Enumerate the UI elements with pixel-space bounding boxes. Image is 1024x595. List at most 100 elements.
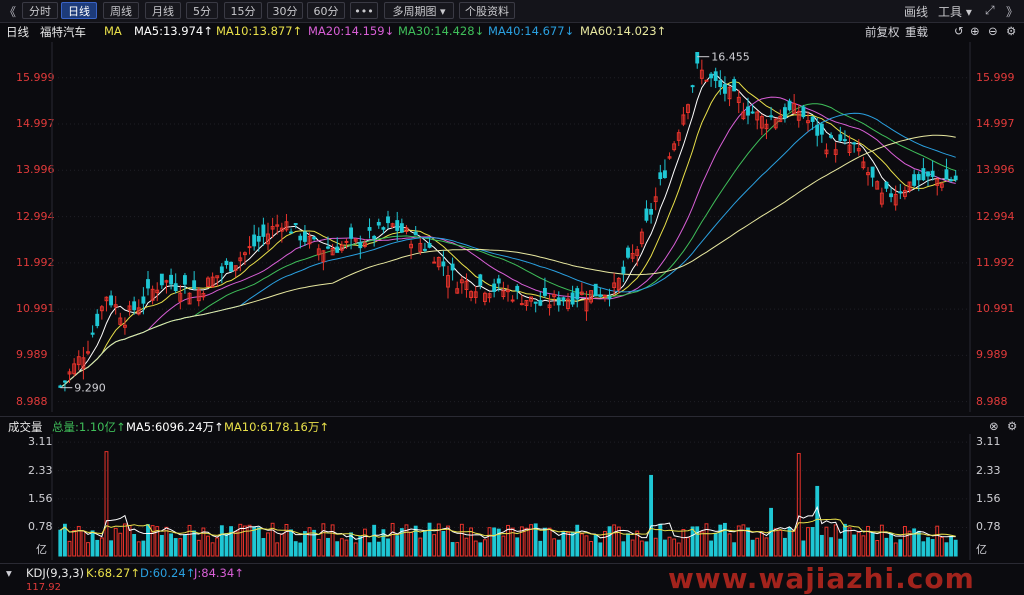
volume-bar	[330, 524, 335, 557]
volume-axis-right-tick: 3.11	[976, 435, 1001, 449]
chevron-left-icon[interactable]: 《	[4, 5, 17, 19]
candle-body	[953, 175, 958, 181]
kdj-title[interactable]: KDJ(9,3,3)	[26, 566, 85, 580]
tab-10[interactable]: 个股资料	[459, 2, 515, 19]
draw-line-button[interactable]: 画线	[904, 5, 929, 19]
price-axis-right-tick: 11.992	[976, 255, 1015, 269]
volume-bar	[206, 535, 210, 557]
candle-body	[492, 283, 497, 292]
volume-bar	[519, 526, 524, 557]
candle-body	[593, 283, 598, 297]
tab-4[interactable]: 5分	[186, 2, 218, 19]
candle-body	[335, 246, 340, 253]
candle-body	[833, 149, 838, 155]
candle-body	[81, 357, 86, 369]
tab-1[interactable]: 日线	[61, 2, 97, 19]
settings-icon[interactable]: ⚙	[1006, 24, 1017, 38]
candle-body	[326, 246, 330, 249]
candle-body	[376, 221, 381, 226]
ma-label[interactable]: MA	[104, 24, 122, 38]
tab-9[interactable]: 多周期图 ▾	[384, 2, 454, 19]
volume-bar	[616, 526, 621, 557]
volume-bar	[510, 527, 515, 557]
tab-5[interactable]: 15分	[224, 2, 262, 19]
candle-body	[90, 332, 95, 335]
volume-bar	[607, 526, 612, 557]
candle-body	[736, 96, 741, 103]
tab-0[interactable]: 分时	[22, 2, 58, 19]
candle-body	[612, 282, 617, 288]
candle-body	[607, 296, 612, 299]
candle-body	[866, 172, 870, 176]
candle-body	[242, 252, 247, 256]
candle-body	[422, 248, 427, 251]
volume-bar	[413, 525, 418, 557]
volume-bar	[796, 452, 801, 557]
settings-volume-icon[interactable]: ⚙	[1007, 419, 1018, 433]
candle-body	[321, 250, 326, 263]
candle-body	[450, 263, 455, 271]
volume-axis-right-tick: 0.78	[976, 520, 1001, 534]
volume-bar	[916, 530, 921, 557]
volume-ma5: MA5:6096.24万↑	[126, 420, 224, 434]
tab-2[interactable]: 周线	[103, 2, 139, 19]
expand-arrows-icon[interactable]: ⤢	[985, 3, 995, 17]
volume-bar	[552, 538, 557, 557]
zoom-out-icon[interactable]: ⊖	[988, 24, 998, 38]
close-volume-icon[interactable]: ⊗	[989, 419, 999, 433]
volume-bar	[72, 530, 77, 557]
volume-bar	[173, 538, 178, 557]
volume-bar	[566, 531, 570, 557]
volume-bar	[242, 525, 247, 557]
volume-bar	[127, 524, 132, 557]
candle-body	[455, 288, 460, 294]
candle-body	[658, 172, 663, 180]
volume-bar	[829, 537, 834, 557]
double-chevron-right-icon[interactable]: 》	[1006, 5, 1019, 19]
chevron-down-icon[interactable]: ▾	[6, 566, 12, 580]
top-toolbar: 《 分时 日线 周线 月线 5分 15分 30分 60分 ••• 多周期图 ▾ 个股资料 画线 工具…	[0, 0, 1024, 23]
volume-bar	[538, 540, 543, 557]
volume-bar	[533, 523, 538, 557]
tab-3[interactable]: 月线	[145, 2, 181, 19]
candle-body	[196, 289, 201, 302]
candle-body	[173, 283, 178, 291]
candle-body	[570, 292, 575, 305]
kdj-k: K:68.27↑	[86, 566, 140, 580]
candle-body	[224, 260, 229, 266]
candle-body	[132, 301, 137, 311]
price-axis-right-tick: 12.994	[976, 209, 1015, 223]
volume-bar	[450, 542, 455, 557]
price-axis-right-tick: 15.999	[976, 70, 1015, 84]
volume-bar	[782, 537, 787, 557]
volume-bar	[219, 525, 224, 557]
overlay-button[interactable]: 重载	[905, 25, 928, 39]
zoom-in-icon[interactable]: ⊕	[970, 24, 980, 38]
volume-bar	[556, 539, 561, 557]
volume-bar	[722, 522, 727, 557]
pre-adjust-toggle[interactable]: 前复权	[865, 25, 900, 39]
tab-6[interactable]: 30分	[267, 2, 303, 19]
volume-bar	[810, 527, 815, 557]
candle-body	[127, 305, 132, 311]
volume-bar	[713, 532, 718, 557]
volume-bar	[833, 524, 838, 557]
candle-body	[695, 51, 700, 64]
volume-bar	[570, 531, 575, 557]
undo-icon[interactable]: ↺	[954, 24, 964, 38]
tab-8[interactable]: •••	[350, 2, 378, 19]
candle-body	[72, 363, 77, 375]
price-axis-left-tick: 8.988	[16, 394, 48, 408]
tools-menu-button[interactable]: 工具 ▾	[938, 5, 972, 19]
price-axis-right-tick: 9.989	[976, 348, 1008, 362]
candle-body	[238, 257, 243, 262]
volume-bar	[113, 527, 118, 557]
volume-bar	[653, 537, 658, 557]
tab-7[interactable]: 60分	[307, 2, 345, 19]
volume-bar	[759, 532, 764, 557]
volume-bar	[755, 537, 760, 557]
volume-bar	[866, 525, 870, 557]
price-legend-bar: 日线 福特汽车 MA MA5:13.974↑ MA10:13.877↑ MA20…	[0, 22, 1024, 40]
volume-bar	[561, 530, 566, 557]
